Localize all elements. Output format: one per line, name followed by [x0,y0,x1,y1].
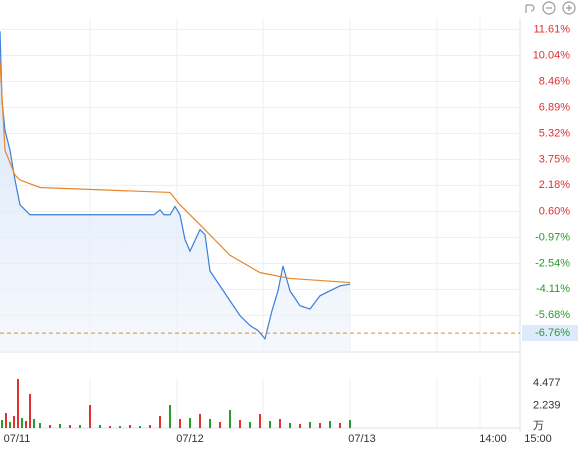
volume-bar [69,425,71,428]
volume-bar [159,416,161,428]
volume-bar [269,421,271,428]
volume-tick-label: 4.477 [533,377,561,389]
zoom-in-icon [566,5,572,11]
y-tick-label: -2.54% [535,257,570,269]
y-tick-label: 2.18% [539,179,570,191]
zoom-in-button[interactable] [562,1,576,15]
y-tick-label: -4.11% [536,283,570,295]
volume-bar [129,425,131,428]
volume-bar [33,419,35,428]
volume-bar [349,420,351,428]
volume-bar [119,426,121,428]
volume-bar [229,410,231,428]
y-tick-label: 3.75% [539,153,570,165]
volume-bar [17,379,19,428]
volume-unit: 万 [533,420,544,432]
volume-bar [319,423,321,428]
volume-bar [219,422,221,428]
volume-bar [29,394,31,428]
y-tick-label: 0.60% [539,205,570,217]
x-tick-label: 07/13 [348,433,376,445]
volume-bar [169,405,171,428]
volume-bar [5,413,7,428]
volume-bar [99,425,101,428]
y-tick-label: 6.89% [539,101,570,113]
volume-bar [139,426,141,428]
zoom-out-button[interactable] [542,1,556,15]
average-line [0,60,351,284]
volume-bar [309,422,311,428]
y-tick-label: -5.68% [535,309,570,321]
volume-bar [109,426,111,428]
y-tick-label: 8.46% [539,75,570,87]
volume-bar [89,405,91,428]
price-area [0,31,350,352]
volume-bar [249,422,251,428]
y-tick-label: 10.04% [533,49,571,61]
x-tick-label: 07/12 [176,433,204,445]
volume-bar [189,418,191,428]
volume-bar [39,423,41,428]
y-tick-label: 5.32% [539,127,570,139]
x-tick-label: 07/11 [4,433,31,445]
x-tick-label: 15:00 [524,433,552,445]
volume-bar [21,418,23,428]
volume-bar [329,421,331,428]
reset-button[interactable] [525,4,535,13]
price-line [0,31,351,341]
volume-bar [13,416,15,428]
volume-bar [339,423,341,428]
volume-bar [279,419,281,428]
volume-bar [209,419,211,428]
volume-bar [1,420,3,428]
y-tick-label: 11.61% [534,23,571,35]
volume-bar [179,419,181,428]
volume-tick-label: 2.239 [533,400,561,412]
volume-bar [259,414,261,428]
volume-bar [299,424,301,428]
volume-bar [49,425,51,428]
volume-bar [199,414,201,428]
volume-bar [59,424,61,428]
volume-bar [25,421,27,428]
volume-bar [149,425,151,428]
x-tick-label: 14:00 [479,433,507,445]
toolbar [525,1,576,15]
volume-bar [239,420,241,428]
y-tick-label: -0.97% [535,231,570,243]
current-label-box [522,325,578,342]
volume-bar [9,422,11,428]
volume-bar [79,425,81,428]
current-label: -6.76% [535,327,570,339]
volume-bar [289,423,291,428]
